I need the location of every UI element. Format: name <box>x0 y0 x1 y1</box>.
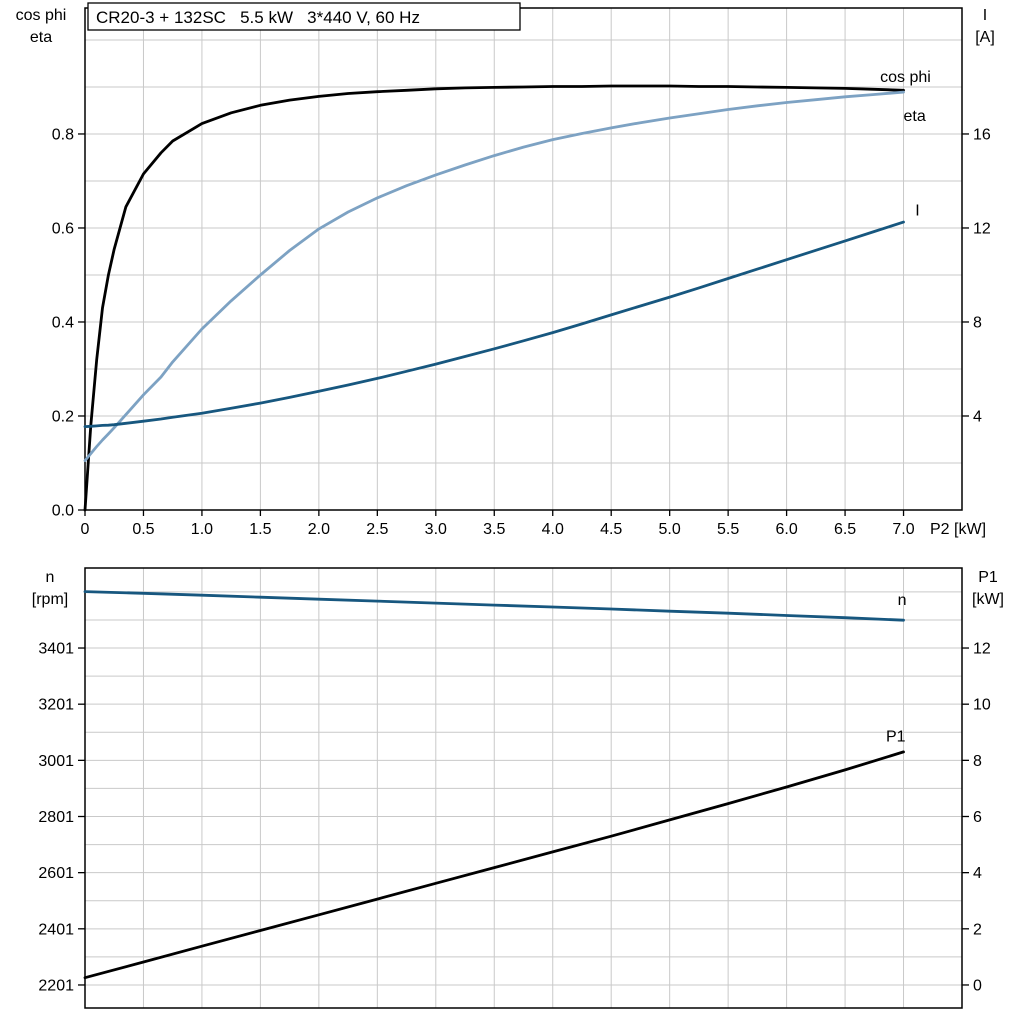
svg-text:6: 6 <box>973 809 982 826</box>
svg-text:4.5: 4.5 <box>600 521 622 538</box>
svg-text:8: 8 <box>973 753 982 770</box>
svg-text:0.2: 0.2 <box>52 408 74 425</box>
svg-text:4: 4 <box>973 865 982 882</box>
svg-text:3001: 3001 <box>38 753 74 770</box>
svg-text:7.0: 7.0 <box>892 521 914 538</box>
svg-text:[kW]: [kW] <box>972 591 1004 608</box>
svg-text:2.5: 2.5 <box>366 521 388 538</box>
svg-text:5.5: 5.5 <box>717 521 739 538</box>
svg-text:12: 12 <box>973 220 991 237</box>
svg-text:0.8: 0.8 <box>52 126 74 143</box>
svg-text:cos phi: cos phi <box>16 7 67 24</box>
svg-text:P1: P1 <box>978 569 998 586</box>
svg-text:2201: 2201 <box>38 977 74 994</box>
svg-text:0.6: 0.6 <box>52 220 74 237</box>
svg-text:6.5: 6.5 <box>834 521 856 538</box>
svg-text:16: 16 <box>973 126 991 143</box>
svg-text:8: 8 <box>973 314 982 331</box>
svg-text:eta: eta <box>30 29 52 46</box>
svg-text:0: 0 <box>973 977 982 994</box>
svg-text:P2 [kW]: P2 [kW] <box>930 521 986 538</box>
svg-text:CR20-3 + 132SC 5.5 kW 3*44: CR20-3 + 132SC 5.5 kW 3*440 V, 60 Hz <box>96 8 420 27</box>
svg-text:[rpm]: [rpm] <box>32 591 68 608</box>
svg-text:4: 4 <box>973 408 982 425</box>
svg-text:P1: P1 <box>886 728 906 745</box>
svg-text:0: 0 <box>81 521 90 538</box>
svg-text:2801: 2801 <box>38 809 74 826</box>
svg-text:n: n <box>898 592 907 609</box>
svg-text:12: 12 <box>973 641 991 658</box>
svg-text:0.0: 0.0 <box>52 503 74 520</box>
svg-text:I: I <box>983 7 987 24</box>
svg-text:1.0: 1.0 <box>191 521 213 538</box>
svg-text:0.5: 0.5 <box>132 521 154 538</box>
svg-text:2: 2 <box>973 921 982 938</box>
svg-text:cos phi: cos phi <box>880 69 931 86</box>
svg-text:5.0: 5.0 <box>659 521 681 538</box>
svg-text:3201: 3201 <box>38 697 74 714</box>
svg-text:10: 10 <box>973 697 991 714</box>
svg-text:n: n <box>46 569 55 586</box>
svg-text:3401: 3401 <box>38 641 74 658</box>
svg-text:1.5: 1.5 <box>249 521 271 538</box>
svg-text:I: I <box>915 202 919 219</box>
svg-text:2601: 2601 <box>38 865 74 882</box>
svg-text:[A]: [A] <box>975 29 995 46</box>
svg-text:3.5: 3.5 <box>483 521 505 538</box>
svg-text:3.0: 3.0 <box>425 521 447 538</box>
svg-text:2.0: 2.0 <box>308 521 330 538</box>
svg-text:2401: 2401 <box>38 921 74 938</box>
svg-text:6.0: 6.0 <box>775 521 797 538</box>
svg-text:eta: eta <box>904 108 926 125</box>
bottom-chart: 2201 2401 2601 2801 3001 3201 3401 0 2 4 6 8 10 12 n [r… <box>32 567 1004 1009</box>
top-chart: 0.0 0.2 0.4 0.6 0.8 4 8 12 16 0 0.5 1.0 1.5 2.0 2.5 3.0… <box>16 2 995 538</box>
svg-text:4.0: 4.0 <box>542 521 564 538</box>
svg-text:0.4: 0.4 <box>52 314 74 331</box>
